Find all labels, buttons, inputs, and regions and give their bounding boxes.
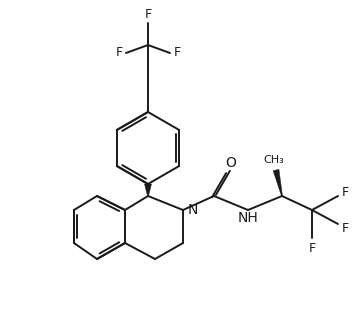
Text: F: F bbox=[341, 185, 349, 199]
Text: F: F bbox=[341, 221, 349, 234]
Text: F: F bbox=[308, 242, 315, 255]
Polygon shape bbox=[145, 184, 152, 196]
Text: N: N bbox=[188, 203, 198, 217]
Text: F: F bbox=[145, 8, 152, 22]
Text: NH: NH bbox=[237, 211, 258, 225]
Text: F: F bbox=[173, 47, 180, 60]
Text: F: F bbox=[115, 47, 122, 60]
Polygon shape bbox=[273, 169, 283, 196]
Text: CH₃: CH₃ bbox=[264, 155, 284, 165]
Text: O: O bbox=[226, 156, 236, 170]
